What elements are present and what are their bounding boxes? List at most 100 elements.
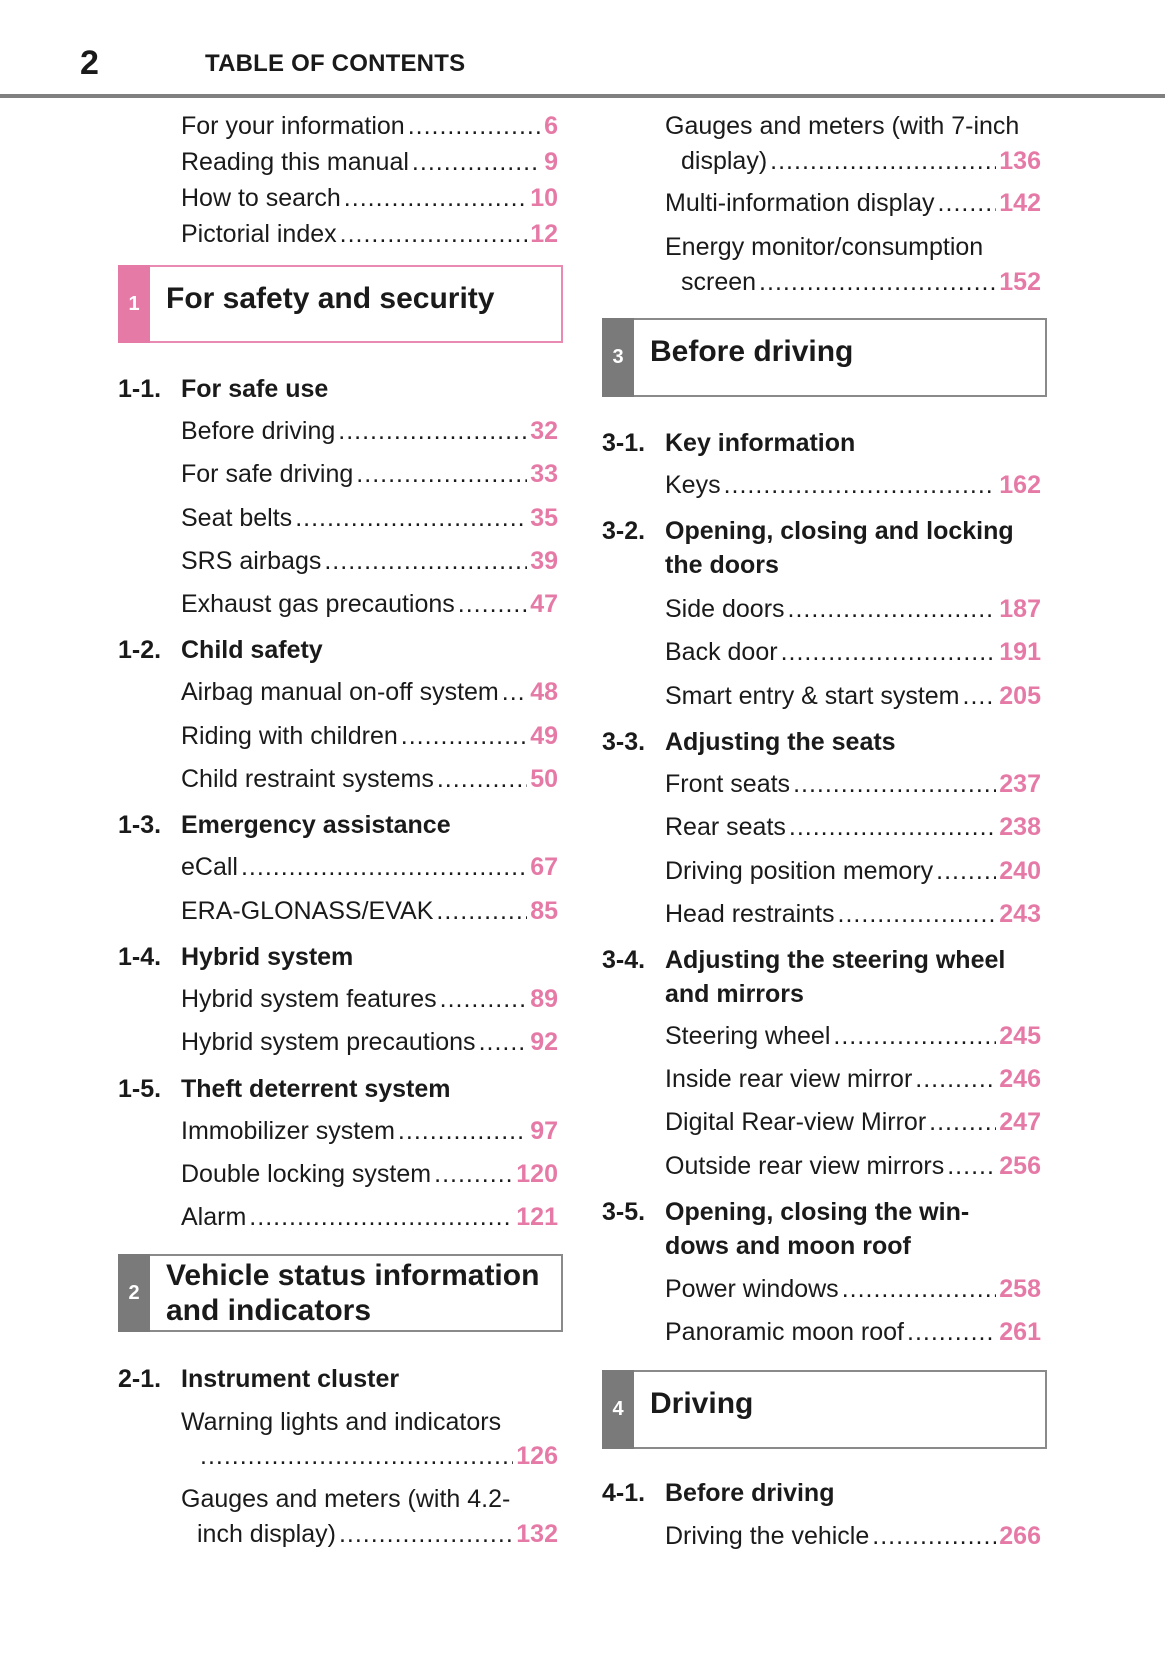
page-link[interactable]: 261 [999,1318,1041,1346]
entry-label[interactable]: Steering wheel [665,1022,831,1050]
toc-entry[interactable]: Power windows 258 [665,1271,1041,1307]
entry-label[interactable]: For your information [181,112,405,140]
toc-entry[interactable]: 126 [197,1438,558,1474]
section-title[interactable]: Adjusting the seats [665,728,896,756]
toc-entry[interactable]: Digital Rear-view Mirror 247 [665,1104,1041,1140]
entry-label[interactable]: For safe driving [181,460,354,488]
page-link[interactable]: 49 [530,722,558,750]
toc-entry[interactable]: Driving position memory 240 [665,853,1041,889]
page-link[interactable]: 187 [999,595,1041,623]
entry-label[interactable]: Warning lights and indicators [181,1408,502,1436]
toc-entry-label-line[interactable]: Gauges and meters (with 4.2- [181,1481,510,1517]
page-link[interactable]: 258 [999,1275,1041,1303]
section-heading[interactable]: the doors [602,547,1041,583]
section-title[interactable]: and mirrors [665,980,804,1008]
page-link[interactable]: 50 [530,765,558,793]
page-link[interactable]: 240 [999,857,1041,885]
page-link[interactable]: 89 [530,985,558,1013]
toc-entry[interactable]: How to search 10 [181,180,558,216]
entry-label[interactable]: How to search [181,184,341,212]
toc-entry[interactable]: For your information 6 [181,108,558,144]
toc-entry[interactable]: eCall 67 [181,849,558,885]
page-link[interactable]: 162 [999,471,1041,499]
entry-label[interactable]: Gauges and meters (with 7-inch [665,112,1020,140]
page-link[interactable]: 32 [530,417,558,445]
page-link[interactable]: 245 [999,1022,1041,1050]
entry-label[interactable]: Gauges and meters (with 4.2- [181,1485,511,1513]
entry-label[interactable]: Driving the vehicle [665,1522,870,1550]
toc-entry[interactable]: For safe driving 33 [181,456,558,492]
chapter-title[interactable]: For safety and security [166,282,495,315]
section-title[interactable]: the doors [665,551,779,579]
section-heading[interactable]: 1-4. Hybrid system [118,939,558,975]
page-link[interactable]: 85 [530,897,558,925]
toc-entry[interactable]: Airbag manual on-off system 48 [181,674,558,710]
toc-entry[interactable]: Seat belts 35 [181,500,558,536]
entry-label[interactable]: Pictorial index [181,220,337,248]
entry-label[interactable]: Front seats [665,770,791,798]
entry-label[interactable]: eCall [181,853,238,881]
entry-label[interactable]: Head restraints [665,900,835,928]
entry-label[interactable]: Energy monitor/consumption [665,233,984,261]
toc-entry[interactable]: Steering wheel 245 [665,1018,1041,1054]
toc-entry[interactable]: Hybrid system precautions 92 [181,1024,558,1060]
entry-label[interactable]: Side doors [665,595,785,623]
toc-entry[interactable]: Reading this manual 9 [181,144,558,180]
toc-entry[interactable]: Hybrid system features 89 [181,981,558,1017]
entry-label[interactable]: Smart entry & start system [665,682,960,710]
section-title[interactable]: dows and moon roof [665,1232,911,1260]
page-link[interactable]: 205 [999,682,1041,710]
page-link[interactable]: 6 [544,112,558,140]
page-link[interactable]: 48 [530,678,558,706]
page-link[interactable]: 12 [530,220,558,248]
section-heading[interactable]: 4-1. Before driving [602,1475,1041,1511]
entry-label[interactable]: Reading this manual [181,148,409,176]
page-link[interactable]: 191 [999,638,1041,666]
section-title[interactable]: Theft deterrent system [181,1075,451,1103]
toc-entry[interactable]: Panoramic moon roof 261 [665,1314,1041,1350]
page-link[interactable]: 33 [530,460,558,488]
toc-entry[interactable]: Before driving 32 [181,413,558,449]
toc-entry-label-line[interactable]: Gauges and meters (with 7-inch [665,108,1019,144]
entry-label[interactable]: Inside rear view mirror [665,1065,913,1093]
page-link[interactable]: 97 [530,1117,558,1145]
chapter-box-3[interactable]: 3 Before driving [602,318,1047,397]
entry-label[interactable]: Hybrid system precautions [181,1028,476,1056]
section-heading[interactable]: 1-1. For safe use [118,371,558,407]
page-link[interactable]: 237 [999,770,1041,798]
page-link[interactable]: 9 [544,148,558,176]
entry-label[interactable]: Hybrid system features [181,985,437,1013]
toc-entry[interactable]: Exhaust gas precautions 47 [181,586,558,622]
toc-entry-label-line[interactable]: Warning lights and indicators [181,1404,501,1440]
section-title[interactable]: Opening, closing the win- [665,1198,970,1226]
entry-label[interactable]: Exhaust gas precautions [181,590,455,618]
page-link[interactable]: 35 [530,504,558,532]
entry-label[interactable]: Rear seats [665,813,786,841]
section-heading[interactable]: 3-2. Opening, closing and locking [602,513,1041,549]
toc-entry[interactable]: ERA-GLONASS/EVAK 85 [181,893,558,929]
toc-entry[interactable]: Outside rear view mirrors 256 [665,1148,1041,1184]
section-heading[interactable]: 3-3. Adjusting the seats [602,724,1041,760]
toc-entry[interactable]: Keys 162 [665,467,1041,503]
section-title[interactable]: Key information [665,429,856,457]
entry-label[interactable]: Driving position memory [665,857,934,885]
chapter-title[interactable]: Driving [650,1387,754,1420]
toc-entry[interactable]: Riding with children 49 [181,718,558,754]
page-link[interactable]: 39 [530,547,558,575]
section-title[interactable]: Hybrid system [181,943,354,971]
entry-label[interactable]: Panoramic moon roof [665,1318,905,1346]
entry-label[interactable]: Alarm [181,1203,247,1231]
page-link[interactable]: 126 [516,1442,558,1470]
section-heading[interactable]: 3-5. Opening, closing the win- [602,1194,1041,1230]
page-link[interactable]: 247 [999,1108,1041,1136]
section-heading[interactable]: 3-1. Key information [602,425,1041,461]
page-link[interactable]: 132 [516,1520,558,1548]
page-link[interactable]: 120 [516,1160,558,1188]
entry-label[interactable]: Digital Rear-view Mirror [665,1108,927,1136]
toc-entry[interactable]: Back door 191 [665,634,1041,670]
chapter-title[interactable]: and indicators [166,1294,372,1327]
entry-label[interactable]: Before driving [181,417,336,445]
chapter-title[interactable]: Vehicle status information [166,1259,540,1292]
section-title[interactable]: Instrument cluster [181,1365,400,1393]
toc-entry-label-line[interactable]: Energy monitor/consumption [665,229,983,265]
